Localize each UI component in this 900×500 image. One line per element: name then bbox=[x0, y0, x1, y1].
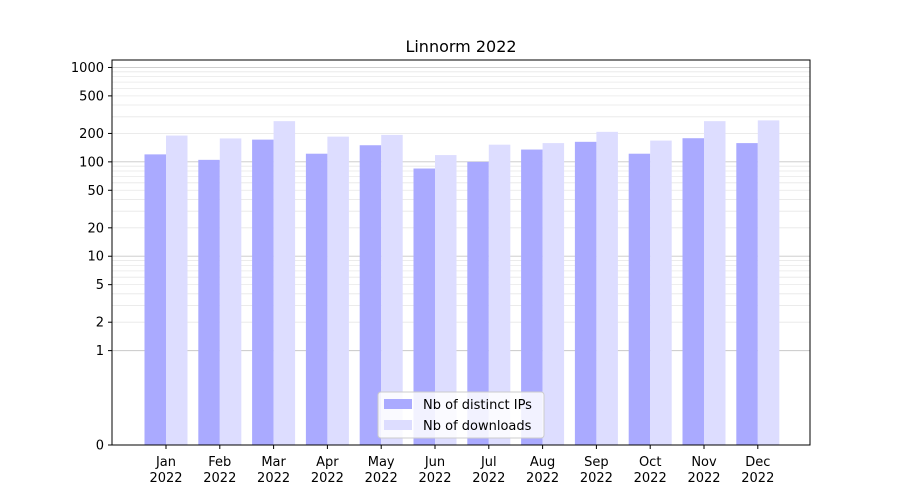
chart-title: Linnorm 2022 bbox=[405, 37, 516, 56]
x-tick-label-year: 2022 bbox=[203, 471, 236, 486]
legend-box bbox=[377, 391, 545, 439]
bar-distinct-ips bbox=[252, 139, 274, 445]
x-tick-label-month: Apr bbox=[316, 455, 339, 470]
y-tick-label: 10 bbox=[87, 250, 104, 265]
bar-distinct-ips bbox=[198, 159, 220, 446]
bar-distinct-ips bbox=[359, 145, 382, 445]
y-axis: 0 1 2 5 10 20 50 100 200 500 1000 bbox=[71, 61, 112, 454]
bar-downloads bbox=[435, 155, 457, 445]
bar-downloads bbox=[596, 131, 618, 446]
y-tick-label: 5 bbox=[96, 278, 104, 293]
x-tick-label-year: 2022 bbox=[311, 471, 344, 486]
x-tick-label-month: May bbox=[368, 455, 395, 470]
legend-label: Nb of downloads bbox=[423, 419, 532, 434]
y-tick-label: 500 bbox=[79, 89, 104, 104]
x-tick-label-month: Mar bbox=[261, 455, 286, 470]
bar-downloads bbox=[704, 121, 726, 446]
x-tick-label-month: Oct bbox=[639, 455, 661, 470]
bar-distinct-ips bbox=[574, 141, 597, 446]
x-tick-label-month: Nov bbox=[691, 455, 717, 470]
x-tick-label-month: Dec bbox=[745, 455, 770, 470]
x-tick-label-month: Feb bbox=[208, 455, 231, 470]
x-tick-label-year: 2022 bbox=[580, 471, 613, 486]
x-tick-label-year: 2022 bbox=[257, 471, 290, 486]
bar-distinct-ips bbox=[413, 168, 435, 445]
x-tick-label-year: 2022 bbox=[418, 471, 451, 486]
x-tick-label-year: 2022 bbox=[741, 471, 774, 486]
bar-downloads bbox=[488, 144, 511, 445]
bar-downloads bbox=[273, 121, 296, 446]
bar-distinct-ips bbox=[144, 154, 166, 445]
chart-legend: Nb of distinct IPs Nb of downloads bbox=[377, 391, 545, 439]
y-tick-label: 2 bbox=[96, 316, 104, 331]
bar-downloads bbox=[542, 143, 565, 445]
bar-downloads bbox=[219, 138, 242, 445]
x-tick-label-month: Jun bbox=[424, 455, 445, 470]
legend-swatch bbox=[384, 399, 412, 409]
bar-distinct-ips bbox=[467, 161, 489, 445]
bar-distinct-ips bbox=[682, 138, 704, 445]
x-tick-label-year: 2022 bbox=[472, 471, 505, 486]
bar-distinct-ips bbox=[521, 149, 543, 445]
x-tick-label-month: Jan bbox=[155, 455, 176, 470]
x-tick-label-year: 2022 bbox=[365, 471, 398, 486]
x-tick-label-year: 2022 bbox=[634, 471, 667, 486]
x-tick-label-year: 2022 bbox=[526, 471, 559, 486]
y-tick-label: 1 bbox=[96, 344, 104, 359]
y-tick-label: 200 bbox=[79, 127, 104, 142]
bar-downloads bbox=[166, 135, 188, 445]
y-tick-label: 0 bbox=[96, 439, 104, 454]
y-tick-label: 1000 bbox=[71, 61, 104, 76]
bar-distinct-ips bbox=[736, 143, 758, 445]
bar-downloads bbox=[327, 136, 349, 445]
x-tick-label-month: Aug bbox=[530, 455, 555, 470]
x-axis: Jan2022Feb2022Mar2022Apr2022May2022Jun20… bbox=[149, 445, 774, 486]
bar-distinct-ips bbox=[305, 153, 328, 445]
bar-downloads bbox=[381, 134, 403, 445]
x-tick-label-year: 2022 bbox=[149, 471, 182, 486]
y-tick-label: 100 bbox=[79, 155, 104, 170]
x-tick-label-month: Jul bbox=[480, 455, 497, 470]
chart-bars bbox=[144, 120, 780, 446]
y-tick-label: 20 bbox=[87, 221, 104, 236]
legend-swatch bbox=[384, 420, 412, 430]
bar-downloads bbox=[650, 140, 672, 445]
y-tick-label: 50 bbox=[87, 184, 104, 199]
x-tick-label-year: 2022 bbox=[687, 471, 720, 486]
x-tick-label-month: Sep bbox=[584, 455, 609, 470]
bar-downloads bbox=[757, 120, 780, 445]
plot-frame bbox=[111, 59, 811, 446]
bar-distinct-ips bbox=[628, 153, 651, 445]
legend-label: Nb of distinct IPs bbox=[423, 398, 532, 413]
